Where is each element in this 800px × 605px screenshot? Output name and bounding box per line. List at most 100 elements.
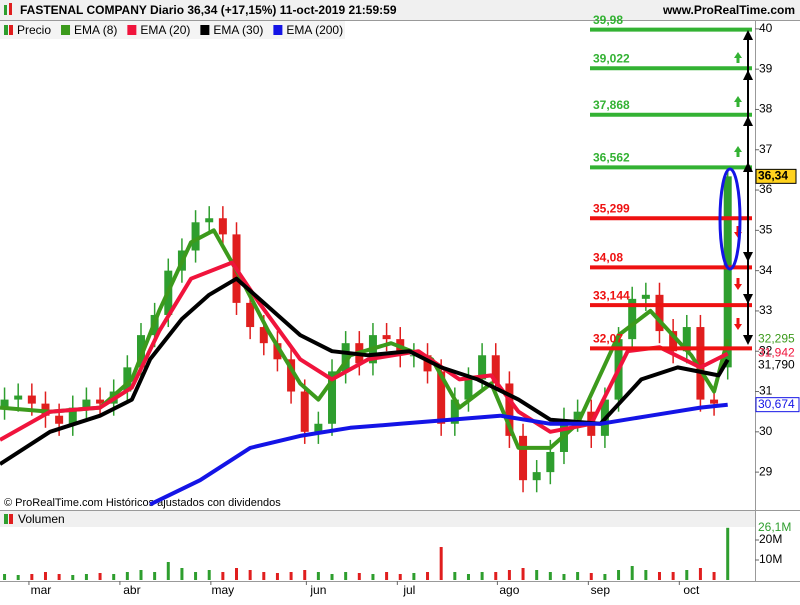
- down-arrow: [734, 226, 742, 330]
- volume-bar: [153, 572, 157, 580]
- highlight-ellipse: [718, 167, 742, 271]
- legend-swatch: [273, 25, 283, 35]
- candle-body: [641, 294, 650, 299]
- level-label: 32,07: [593, 332, 623, 346]
- volume-bar: [357, 573, 361, 580]
- candle-body: [478, 355, 487, 380]
- volume-bar: [466, 574, 470, 580]
- volume-bar: [289, 572, 293, 580]
- level-label: 34,08: [593, 251, 623, 265]
- volume-bar: [453, 572, 457, 580]
- x-tick-label: jun: [309, 583, 326, 597]
- candle-body: [96, 399, 105, 404]
- volume-bar: [657, 572, 661, 580]
- level-label: 35,299: [593, 201, 630, 215]
- legend-swatch: [61, 25, 71, 35]
- y-tick-label: 38: [759, 102, 773, 116]
- level-label: 39,022: [593, 51, 630, 65]
- y-tick-label: 35: [759, 223, 773, 237]
- ema-line: [149, 402, 728, 507]
- up-arrow: [734, 52, 742, 157]
- candle-body: [682, 327, 691, 352]
- volume-bar: [248, 570, 252, 580]
- volume-bar: [671, 572, 675, 580]
- volume-bar: [330, 574, 334, 580]
- volume-bar: [521, 568, 525, 580]
- volume-bar: [712, 572, 716, 580]
- candle-body: [423, 355, 432, 372]
- volume-bar: [412, 573, 416, 580]
- volume-bar: [398, 574, 402, 580]
- volume-bar: [16, 575, 20, 580]
- y-tick-label: 39: [759, 61, 773, 75]
- candle-body: [300, 391, 309, 432]
- volume-bar: [30, 574, 34, 580]
- y-tick-label: 40: [759, 21, 773, 35]
- level-label: 39,98: [593, 13, 623, 27]
- volume-bar: [275, 573, 279, 580]
- volume-bar: [494, 572, 498, 580]
- candle-body: [328, 371, 337, 424]
- volume-bar: [630, 566, 634, 580]
- volume-bar: [439, 547, 443, 580]
- candle-body: [314, 423, 323, 432]
- volume-bar: [576, 572, 580, 580]
- annotations: [718, 30, 753, 345]
- volume-bar: [371, 574, 375, 580]
- candle-body: [723, 176, 732, 368]
- candle-body: [287, 359, 296, 392]
- x-tick-label: abr: [123, 583, 140, 597]
- volume-bar: [589, 573, 593, 580]
- candle-body: [696, 327, 705, 400]
- volume-bar: [385, 572, 389, 580]
- volume-bar: [180, 568, 184, 580]
- legend-label: EMA (8): [74, 23, 117, 37]
- volume-bar: [480, 572, 484, 580]
- volume-bar: [603, 574, 607, 580]
- candle-body: [218, 218, 227, 235]
- icon: [9, 514, 13, 524]
- level-label: 33,144: [593, 288, 630, 302]
- legend-label: Precio: [17, 23, 51, 37]
- candle-body: [273, 343, 282, 360]
- candle-body: [0, 399, 9, 408]
- icon: [4, 514, 8, 524]
- candle-body: [491, 355, 500, 384]
- candle-body: [205, 218, 214, 223]
- footer: © ProRealTime.com Históricos ajustados c…: [4, 497, 281, 509]
- candle-body: [246, 302, 255, 328]
- volume-bar: [57, 574, 61, 580]
- volume-bar: [3, 574, 7, 580]
- y-tick-label: 34: [759, 263, 773, 277]
- last-value-label: 31,942: [758, 346, 795, 360]
- x-tick-label: sep: [591, 583, 611, 597]
- y-tick-label: 36: [759, 182, 773, 196]
- volume-bar: [726, 527, 730, 580]
- candle-body: [710, 399, 719, 404]
- legend-swatch: [4, 25, 8, 35]
- volume-bar: [43, 572, 47, 580]
- candle-body: [55, 415, 64, 424]
- candle-body: [341, 343, 350, 372]
- volume-bar: [262, 572, 266, 580]
- x-tick-label: may: [212, 583, 235, 597]
- candle-body: [573, 411, 582, 420]
- candle-body: [191, 222, 200, 251]
- volume-bar: [316, 572, 320, 580]
- icon: [9, 3, 12, 15]
- x-tick-label: jul: [402, 583, 415, 597]
- volume-bar: [698, 568, 702, 580]
- volume-bar: [166, 562, 170, 580]
- last-value-label: 31,790: [758, 358, 795, 372]
- volume-bar: [426, 572, 430, 580]
- legend-swatch: [200, 25, 210, 35]
- legend-label: EMA (30): [213, 23, 263, 37]
- volume-bar: [207, 570, 211, 580]
- volume-bar: [125, 572, 129, 580]
- ema-line: [0, 228, 730, 450]
- candle-body: [123, 367, 132, 392]
- volume-bar: [98, 573, 102, 580]
- price-plot: [0, 169, 732, 507]
- volume-header: [0, 511, 755, 527]
- volume-bar: [548, 572, 552, 580]
